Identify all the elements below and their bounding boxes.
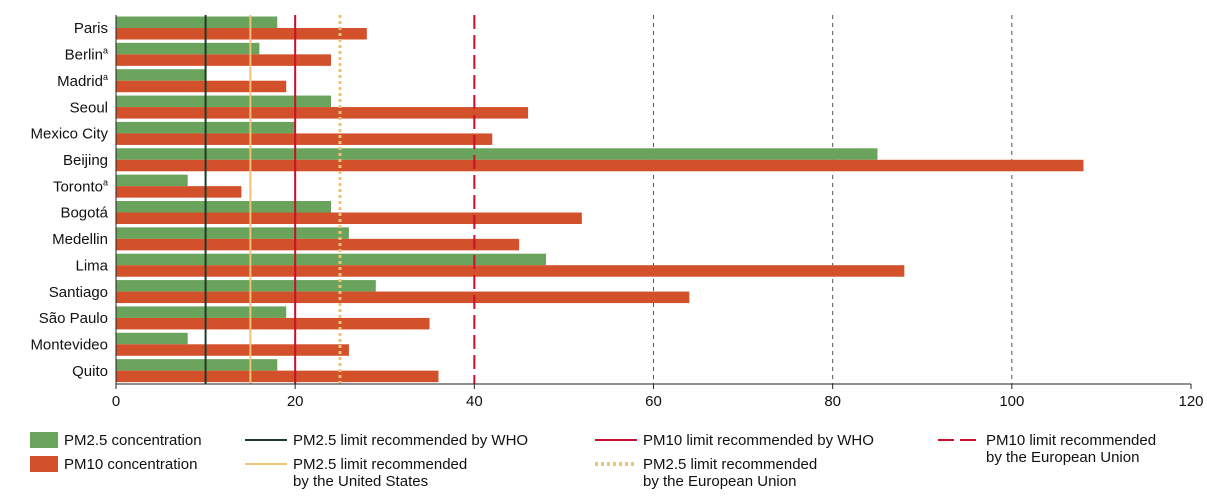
bar-pm10-concentration-montevideo <box>116 344 349 356</box>
bar-pm10-concentration-santiago <box>116 291 690 304</box>
bar-pm2-5-concentration-quito <box>116 359 278 371</box>
category-label-santiago: Santiago <box>49 284 108 301</box>
legend-label-pm10-limit-recommended-by-the-european-union: PM10 limit recommended by the European Un… <box>986 432 1156 466</box>
bar-pm2-5-concentration-bogota <box>116 201 331 213</box>
category-label-medellin: Medellin <box>52 231 108 248</box>
legend-swatch-pm2-5-concentration <box>30 432 58 448</box>
bar-pm10-concentration-sao-paulo <box>116 317 430 330</box>
category-labels: Paris Berlina Madrida Seoul Mexico City Beiji… <box>30 20 108 380</box>
x-tick-label-60: 60 <box>645 393 662 410</box>
legend-label-pm2-5-limit-recommended-by-the-united-states: PM2.5 limit recommended by the United Sta… <box>293 456 467 490</box>
bar-pm10-concentration-bogota <box>116 212 582 224</box>
category-label-paris: Paris <box>74 20 108 37</box>
category-label-sao-paulo: São Paulo <box>39 310 108 327</box>
bar-pm10-concentration-madrid <box>116 80 287 93</box>
x-tick-label-120: 120 <box>1178 393 1203 410</box>
category-label-lima: Lima <box>75 257 108 274</box>
bar-pm10-concentration-toronto <box>116 186 242 198</box>
category-label-berlin: Berlina <box>65 46 108 64</box>
bar-pm10-concentration-quito <box>116 370 439 383</box>
bar-pm10-concentration-beijing <box>116 159 1084 172</box>
bar-pm2-5-concentration-berlin <box>116 42 260 55</box>
category-label-beijing: Beijing <box>63 152 108 169</box>
bar-pm2-5-concentration-medellin <box>116 227 349 239</box>
legend: PM2.5 concentration PM10 concentration PM2… <box>30 432 1156 490</box>
x-tick-label-0: 0 <box>112 393 120 410</box>
bars <box>116 16 1084 383</box>
bar-pm10-concentration-mexico-city <box>116 133 493 145</box>
category-label-quito: Quito <box>72 363 108 380</box>
bar-pm2-5-concentration-beijing <box>116 148 878 160</box>
bar-pm2-5-concentration-montevideo <box>116 332 188 345</box>
x-tick-label-40: 40 <box>466 393 483 410</box>
bar-pm10-concentration-medellin <box>116 238 520 251</box>
reference-lines <box>204 15 476 384</box>
legend-label-pm10-limit-recommended-by-who: PM10 limit recommended by WHO <box>643 432 874 449</box>
category-label-madrid: Madrida <box>57 72 108 90</box>
legend-swatch-pm10-concentration <box>30 456 58 472</box>
legend-label-pm2-5-limit-recommended-by-who: PM2.5 limit recommended by WHO <box>293 432 528 449</box>
x-tick-label-80: 80 <box>824 393 841 410</box>
bar-pm2-5-concentration-seoul <box>116 95 331 108</box>
bar-pm2-5-concentration-paris <box>116 16 278 28</box>
bar-pm10-concentration-seoul <box>116 107 529 119</box>
bar-pm2-5-concentration-santiago <box>116 280 376 292</box>
bar-pm2-5-concentration-lima <box>116 253 546 266</box>
axes: 0 20 40 60 80 100 120 <box>112 15 1204 410</box>
category-label-montevideo: Montevideo <box>30 336 108 353</box>
bar-pm10-concentration-berlin <box>116 54 331 66</box>
x-tick-label-20: 20 <box>287 393 304 410</box>
category-label-mexico-city: Mexico City <box>30 126 108 143</box>
legend-label-pm10-concentration: PM10 concentration <box>64 456 197 473</box>
category-label-bogota: Bogotá <box>60 205 108 222</box>
category-label-toronto: Torontoa <box>53 177 108 195</box>
legend-label-pm2-5-concentration: PM2.5 concentration <box>64 432 202 449</box>
bar-pm2-5-concentration-sao-paulo <box>116 306 287 318</box>
x-tick-label-100: 100 <box>999 393 1024 410</box>
category-label-seoul: Seoul <box>70 99 108 116</box>
bar-pm2-5-concentration-toronto <box>116 174 188 187</box>
legend-label-pm2-5-limit-recommended-by-the-european-union: PM2.5 limit recommended by the European U… <box>643 456 817 490</box>
bar-pm10-concentration-paris <box>116 28 367 40</box>
bar-pm10-concentration-lima <box>116 265 905 277</box>
gridlines <box>653 15 1013 384</box>
bar-pm2-5-concentration-madrid <box>116 69 206 81</box>
